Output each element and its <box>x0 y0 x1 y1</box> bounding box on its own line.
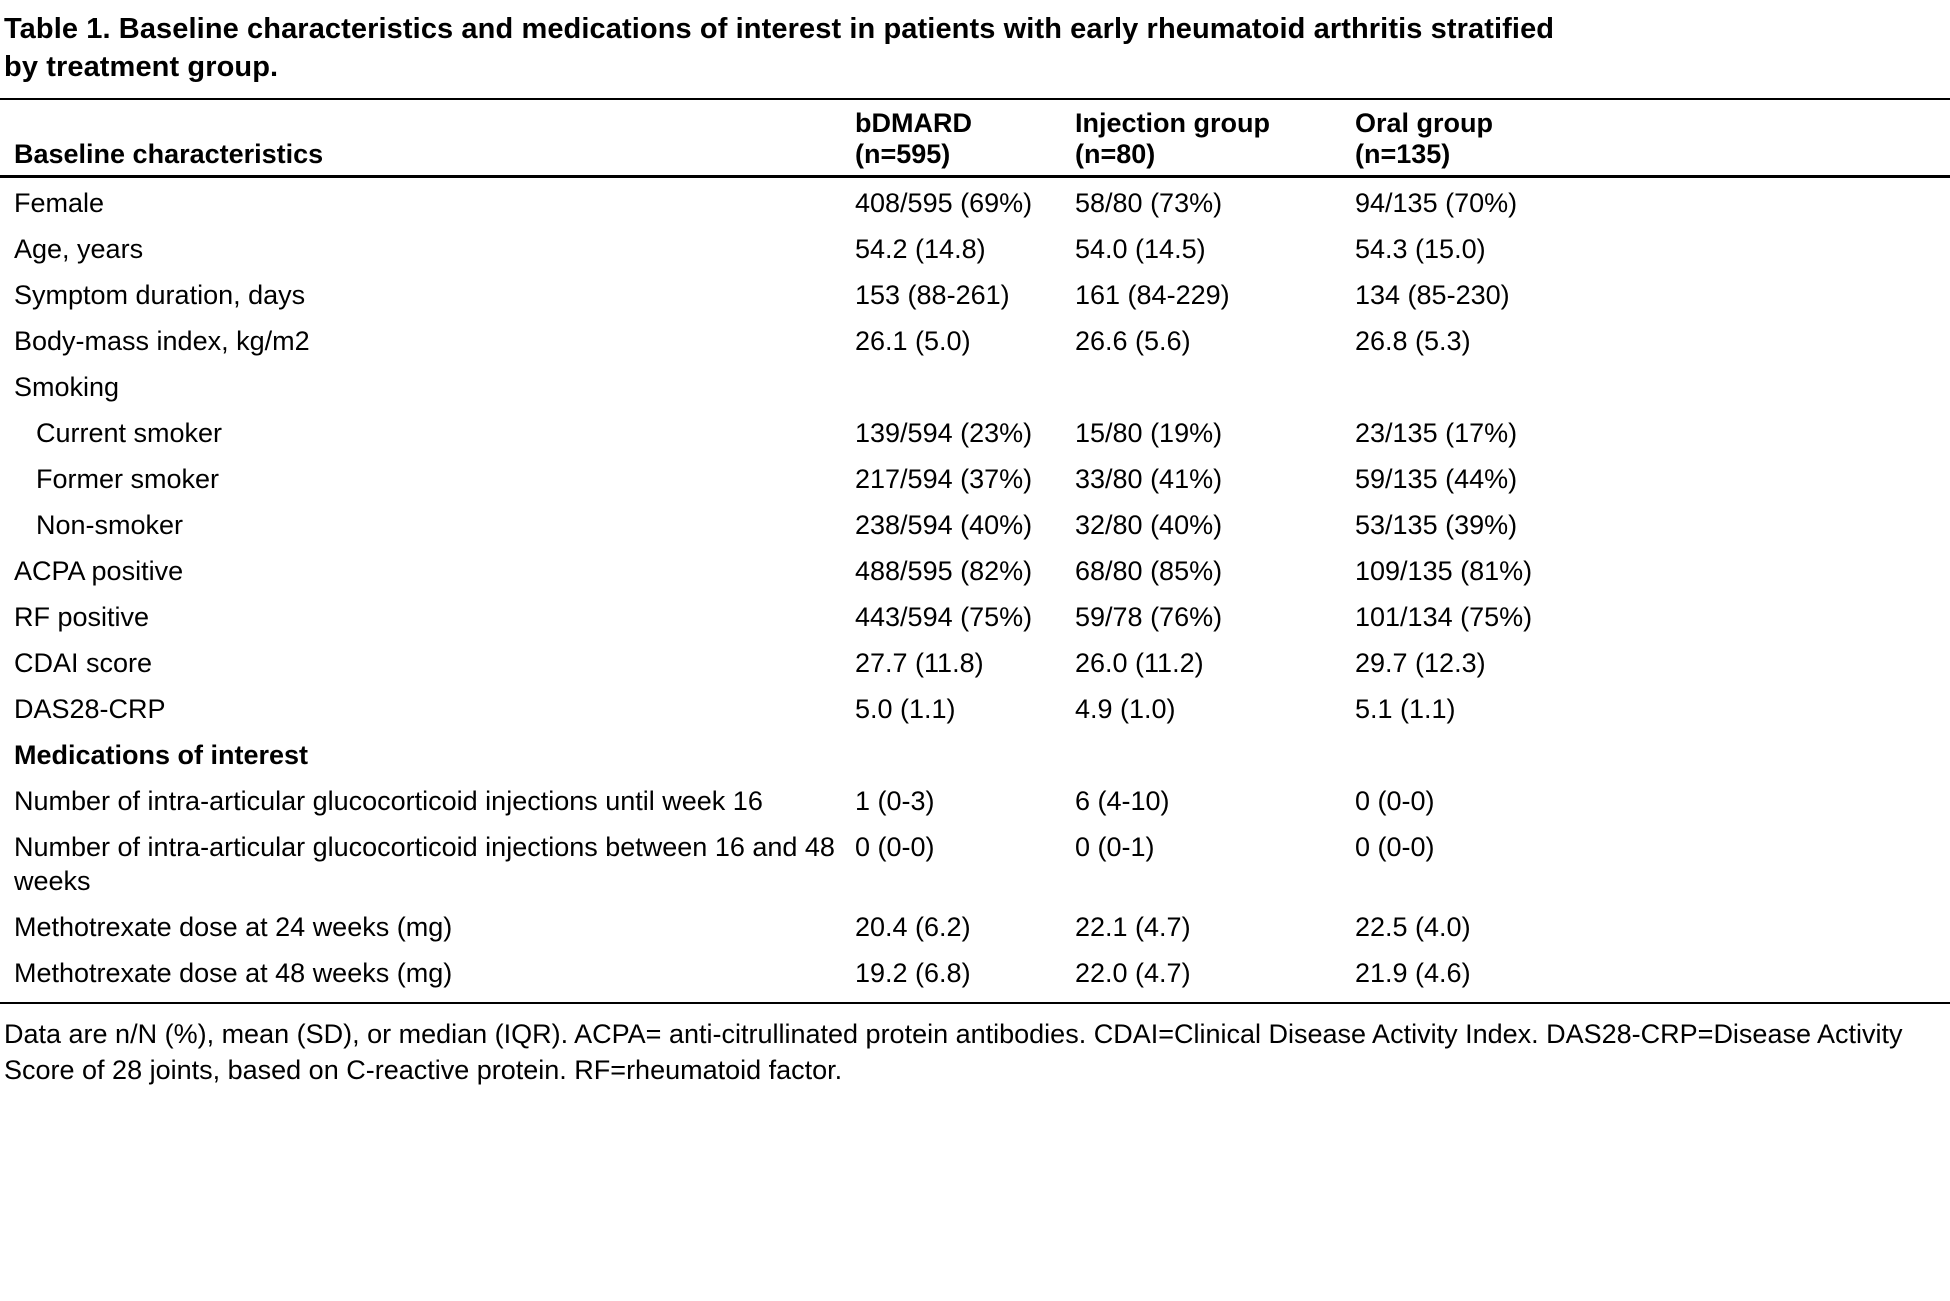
cell-value: 6 (4-10) <box>1075 786 1170 816</box>
table-title: Table 1. Baseline characteristics and me… <box>4 13 1555 83</box>
row-label: Methotrexate dose at 48 weeks (mg) <box>14 958 453 988</box>
cell-value: 408/595 (69%) <box>855 188 1033 218</box>
table-row: CDAI score 27.7 (11.8) 26.0 (11.2) 29.7 (12… <box>0 640 1950 686</box>
cell-value: 58/80 (73%) <box>1075 188 1223 218</box>
cell-value: 153 (88-261) <box>855 280 1010 310</box>
table-row: Current smoker 139/594 (23%) 15/80 (19%) 23… <box>0 410 1950 456</box>
cell-value: 19.2 (6.8) <box>855 958 971 988</box>
table-row: Number of intra-articular glucocorticoid… <box>0 824 1950 904</box>
row-label: Age, years <box>14 234 144 264</box>
cell-value: 1 (0-3) <box>855 786 935 816</box>
cell-value: 29.7 (12.3) <box>1355 648 1486 678</box>
cell-value: 238/594 (40%) <box>855 510 1033 540</box>
table-row: RF positive 443/594 (75%) 59/78 (76%) 101/1… <box>0 594 1950 640</box>
row-label: Symptom duration, days <box>14 280 306 310</box>
cell-value: 161 (84-229) <box>1075 280 1230 310</box>
cell-value: 23/135 (17%) <box>1355 418 1518 448</box>
row-label: Current smoker <box>36 418 223 448</box>
cell-value: 32/80 (40%) <box>1075 510 1223 540</box>
cell-value: 5.0 (1.1) <box>855 694 956 724</box>
row-label: Number of intra-articular glucocorticoid… <box>14 786 763 816</box>
table-header-row: Baseline characteristics bDMARD (n=595) … <box>0 100 1950 178</box>
header-label: Baseline characteristics <box>14 139 324 169</box>
cell-value: 26.1 (5.0) <box>855 326 971 356</box>
table-row: DAS28-CRP 5.0 (1.1) 4.9 (1.0) 5.1 (1.1) <box>0 686 1950 732</box>
table-body: Female 408/595 (69%) 58/80 (73%) 94/135 (70… <box>0 178 1950 1002</box>
table-row: Age, years 54.2 (14.8) 54.0 (14.5) 54.3 (15… <box>0 226 1950 272</box>
header-cell-injection-group: Injection group (n=80) <box>1075 108 1355 170</box>
table-row: Methotrexate dose at 48 weeks (mg) 19.2 (… <box>0 950 1950 996</box>
cell-value: 101/134 (75%) <box>1355 602 1533 632</box>
column-name: Injection group <box>1075 108 1270 138</box>
cell-value: 5.1 (1.1) <box>1355 694 1456 724</box>
cell-value: 0 (0-0) <box>1355 832 1435 862</box>
table-row: Symptom duration, days 153 (88-261) 161 (8… <box>0 272 1950 318</box>
cell-value: 54.2 (14.8) <box>855 234 986 264</box>
cell-value: 26.8 (5.3) <box>1355 326 1471 356</box>
cell-value: 0 (0-0) <box>855 832 935 862</box>
column-name: Oral group <box>1355 108 1494 138</box>
row-label: ACPA positive <box>14 556 184 586</box>
cell-value: 109/135 (81%) <box>1355 556 1533 586</box>
cell-value: 139/594 (23%) <box>855 418 1033 448</box>
column-n: (n=135) <box>1355 139 1451 169</box>
cell-value: 134 (85-230) <box>1355 280 1510 310</box>
cell-value: 15/80 (19%) <box>1075 418 1223 448</box>
row-label: Number of intra-articular glucocorticoid… <box>14 832 835 896</box>
cell-value: 217/594 (37%) <box>855 464 1033 494</box>
cell-value: 0 (0-0) <box>1355 786 1435 816</box>
cell-value: 4.9 (1.0) <box>1075 694 1176 724</box>
cell-value: 33/80 (41%) <box>1075 464 1223 494</box>
header-cell-bdmard: bDMARD (n=595) <box>855 108 1075 170</box>
row-label: RF positive <box>14 602 150 632</box>
cell-value: 488/595 (82%) <box>855 556 1033 586</box>
table-row: Female 408/595 (69%) 58/80 (73%) 94/135 (70… <box>0 180 1950 226</box>
cell-value: 20.4 (6.2) <box>855 912 971 942</box>
table-row: Non-smoker 238/594 (40%) 32/80 (40%) 53/135… <box>0 502 1950 548</box>
table-footnote: Data are n/N (%), mean (SD), or median (… <box>4 1019 1903 1085</box>
row-label: Methotrexate dose at 24 weeks (mg) <box>14 912 453 942</box>
cell-value: 59/135 (44%) <box>1355 464 1518 494</box>
header-cell-baseline-characteristics: Baseline characteristics <box>14 108 855 170</box>
table-row: Former smoker 217/594 (37%) 33/80 (41%) 59/… <box>0 456 1950 502</box>
cell-value: 94/135 (70%) <box>1355 188 1518 218</box>
cell-value: 443/594 (75%) <box>855 602 1033 632</box>
table-row: Methotrexate dose at 24 weeks (mg) 20.4 (… <box>0 904 1950 950</box>
row-label: Smoking <box>14 372 120 402</box>
row-label: DAS28-CRP <box>14 694 166 724</box>
cell-value: 0 (0-1) <box>1075 832 1155 862</box>
cell-value: 26.0 (11.2) <box>1075 648 1204 678</box>
cell-value: 22.1 (4.7) <box>1075 912 1191 942</box>
column-name: bDMARD <box>855 108 972 138</box>
table-row: Number of intra-articular glucocorticoid… <box>0 778 1950 824</box>
row-label: Female <box>14 188 105 218</box>
row-label: Former smoker <box>36 464 220 494</box>
row-label: CDAI score <box>14 648 153 678</box>
table-row: Medications of interest <box>0 732 1950 778</box>
row-label: Non-smoker <box>36 510 184 540</box>
table-row: Smoking <box>0 364 1950 410</box>
cell-value: 54.3 (15.0) <box>1355 234 1486 264</box>
table-row: Body-mass index, kg/m2 26.1 (5.0) 26.6 (5.… <box>0 318 1950 364</box>
column-n: (n=595) <box>855 139 951 169</box>
cell-value: 22.0 (4.7) <box>1075 958 1191 988</box>
cell-value: 27.7 (11.8) <box>855 648 984 678</box>
column-n: (n=80) <box>1075 139 1156 169</box>
cell-value: 22.5 (4.0) <box>1355 912 1471 942</box>
cell-value: 21.9 (4.6) <box>1355 958 1471 988</box>
cell-value: 59/78 (76%) <box>1075 602 1223 632</box>
header-cell-oral-group: Oral group (n=135) <box>1355 108 1936 170</box>
cell-value: 68/80 (85%) <box>1075 556 1223 586</box>
table-row: ACPA positive 488/595 (82%) 68/80 (85%) 109… <box>0 548 1950 594</box>
cell-value: 53/135 (39%) <box>1355 510 1518 540</box>
row-label: Body-mass index, kg/m2 <box>14 326 310 356</box>
baseline-characteristics-table: Baseline characteristics bDMARD (n=595) … <box>0 98 1950 1004</box>
cell-value: 54.0 (14.5) <box>1075 234 1206 264</box>
row-label: Medications of interest <box>14 740 309 770</box>
cell-value: 26.6 (5.6) <box>1075 326 1191 356</box>
